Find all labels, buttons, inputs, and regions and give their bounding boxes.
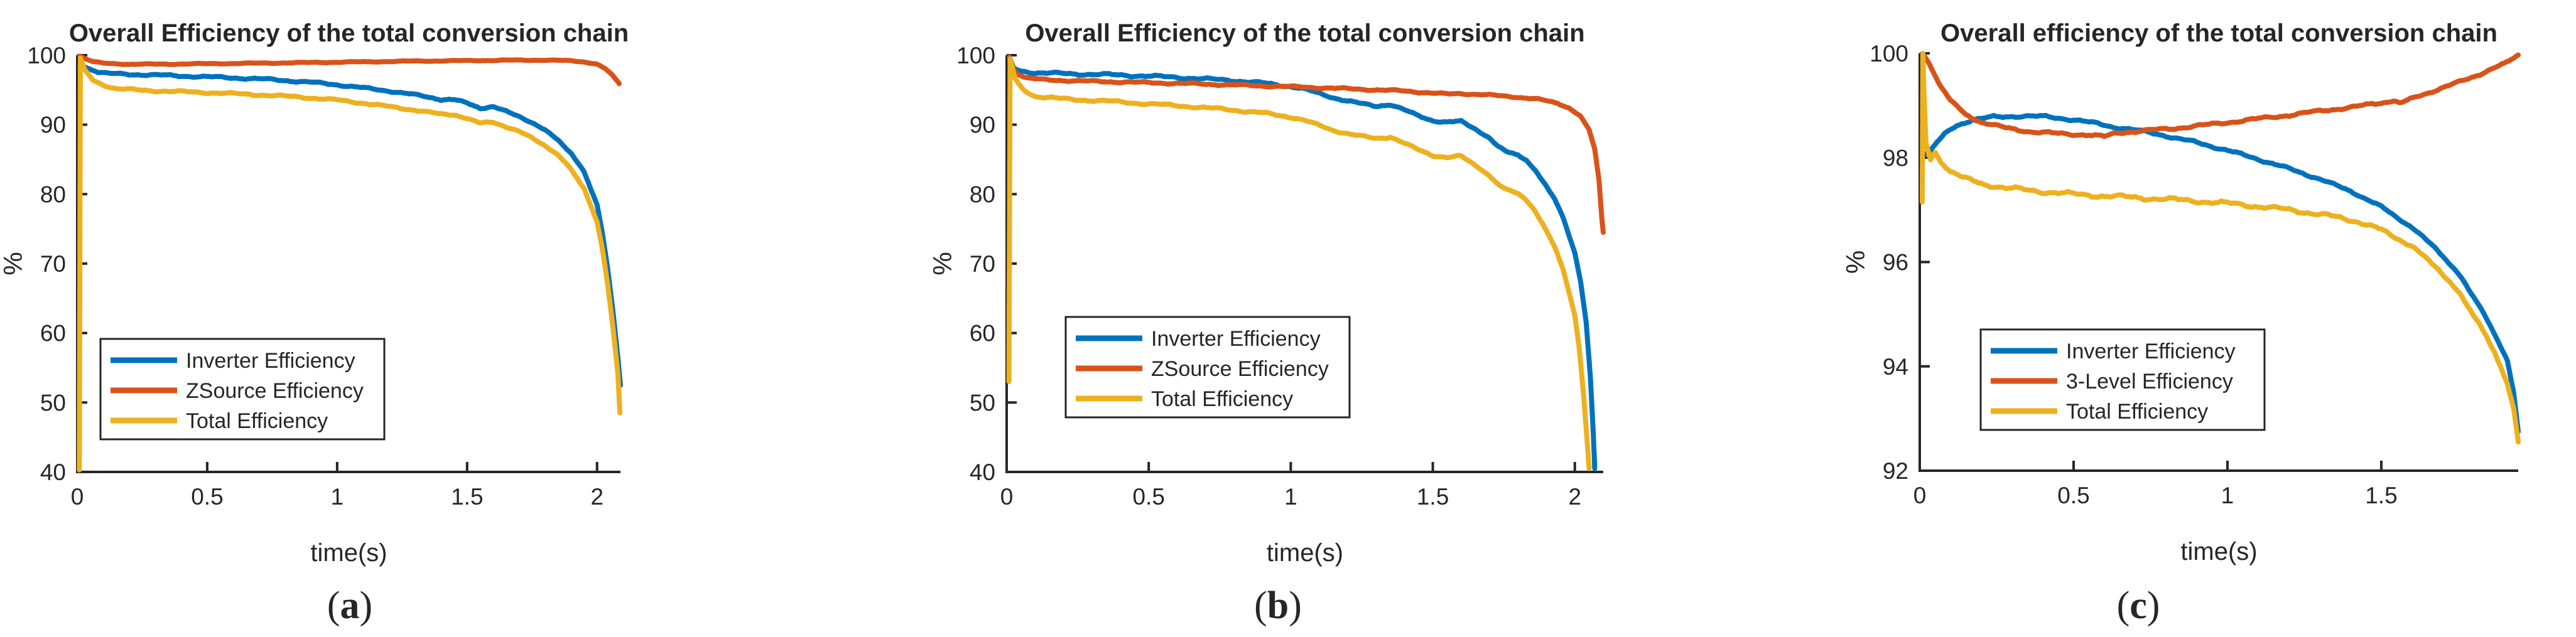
y-tick-label: 80 — [40, 181, 66, 207]
y-tick-label: 60 — [970, 321, 995, 346]
panel-a: Overall Efficiency of the total conversi… — [0, 0, 858, 637]
x-tick-label: 2 — [1568, 484, 1581, 510]
y-tick-label: 100 — [956, 43, 995, 68]
chart-b-svg: Overall Efficiency of the total conversi… — [928, 19, 1606, 627]
x-tick-label: 1.5 — [2365, 483, 2397, 508]
legend-label: Total Efficiency — [186, 409, 328, 433]
y-tick-label: 70 — [40, 251, 66, 277]
x-tick-label: 0 — [1000, 484, 1014, 510]
x-tick-label: 1.5 — [451, 484, 483, 510]
series-line-inverter-efficiency — [1007, 55, 1598, 471]
chart-title: Overall Efficiency of the total conversi… — [69, 19, 629, 47]
panel-caption: (a) — [327, 584, 372, 627]
series-line-total-efficiency — [1919, 51, 2521, 445]
legend-label: 3-Level Efficiency — [2066, 370, 2233, 393]
legend-label: ZSource Efficiency — [1151, 357, 1329, 381]
x-tick-label: 1.5 — [1417, 484, 1449, 510]
y-tick-label: 92 — [1883, 458, 1908, 484]
legend-label: ZSource Efficiency — [186, 379, 364, 403]
y-tick-label: 90 — [970, 112, 995, 138]
y-tick-label: 96 — [1883, 250, 1908, 276]
chart-a-svg: Overall Efficiency of the total conversi… — [0, 19, 629, 627]
y-tick-label: 40 — [970, 459, 995, 485]
x-tick-label: 0.5 — [2057, 483, 2089, 508]
chart-title: Overall efficiency of the total conversi… — [1940, 19, 2498, 47]
x-tick-label: 0 — [71, 484, 84, 510]
y-tick-label: 90 — [40, 112, 66, 138]
y-axis-label: % — [1841, 250, 1870, 274]
y-tick-label: 50 — [40, 390, 66, 415]
legend-label: Total Efficiency — [1151, 387, 1293, 411]
series-line-zsource-efficiency — [1007, 54, 1606, 235]
y-tick-label: 50 — [970, 390, 995, 415]
series-line-inverter-efficiency — [77, 63, 623, 388]
y-tick-label: 80 — [970, 181, 995, 207]
y-axis-label: % — [928, 252, 957, 275]
x-axis-label: time(s) — [310, 539, 387, 567]
legend-label: Inverter Efficiency — [1151, 327, 1321, 351]
legend-label: Total Efficiency — [2066, 400, 2208, 424]
series-line-3-level-efficiency — [1920, 51, 2521, 139]
y-tick-label: 98 — [1883, 145, 1908, 171]
x-tick-label: 1 — [331, 484, 344, 510]
y-axis-label: % — [0, 252, 28, 275]
y-tick-label: 40 — [40, 459, 66, 485]
x-tick-label: 1 — [2221, 483, 2234, 508]
legend-label: Inverter Efficiency — [186, 349, 355, 373]
y-tick-label: 60 — [40, 321, 66, 346]
series-line-total-efficiency — [1006, 56, 1592, 471]
y-tick-label: 100 — [1870, 41, 1908, 67]
x-tick-label: 1 — [1284, 484, 1297, 510]
chart-title: Overall Efficiency of the total conversi… — [1025, 19, 1584, 47]
y-tick-label: 94 — [1883, 354, 1908, 380]
x-tick-label: 2 — [590, 484, 603, 510]
x-tick-label: 0.5 — [191, 484, 223, 510]
y-tick-label: 70 — [970, 251, 995, 277]
panel-c: Overall efficiency of the total conversi… — [1717, 0, 2575, 637]
x-tick-label: 0.5 — [1132, 484, 1164, 510]
chart-c-svg: Overall efficiency of the total conversi… — [1841, 19, 2521, 627]
x-axis-label: time(s) — [2180, 538, 2257, 565]
panel-b: Overall Efficiency of the total conversi… — [858, 0, 1717, 637]
x-tick-label: 0 — [1913, 483, 1927, 508]
legend-label: Inverter Efficiency — [2066, 340, 2236, 363]
x-axis-label: time(s) — [1267, 539, 1343, 567]
y-tick-label: 100 — [27, 43, 66, 68]
series-line-zsource-efficiency — [77, 53, 622, 87]
panel-caption: (c) — [2117, 584, 2160, 627]
series-line-total-efficiency — [77, 55, 623, 473]
series-line-inverter-efficiency — [1920, 112, 2521, 434]
panel-caption: (b) — [1254, 584, 1302, 627]
